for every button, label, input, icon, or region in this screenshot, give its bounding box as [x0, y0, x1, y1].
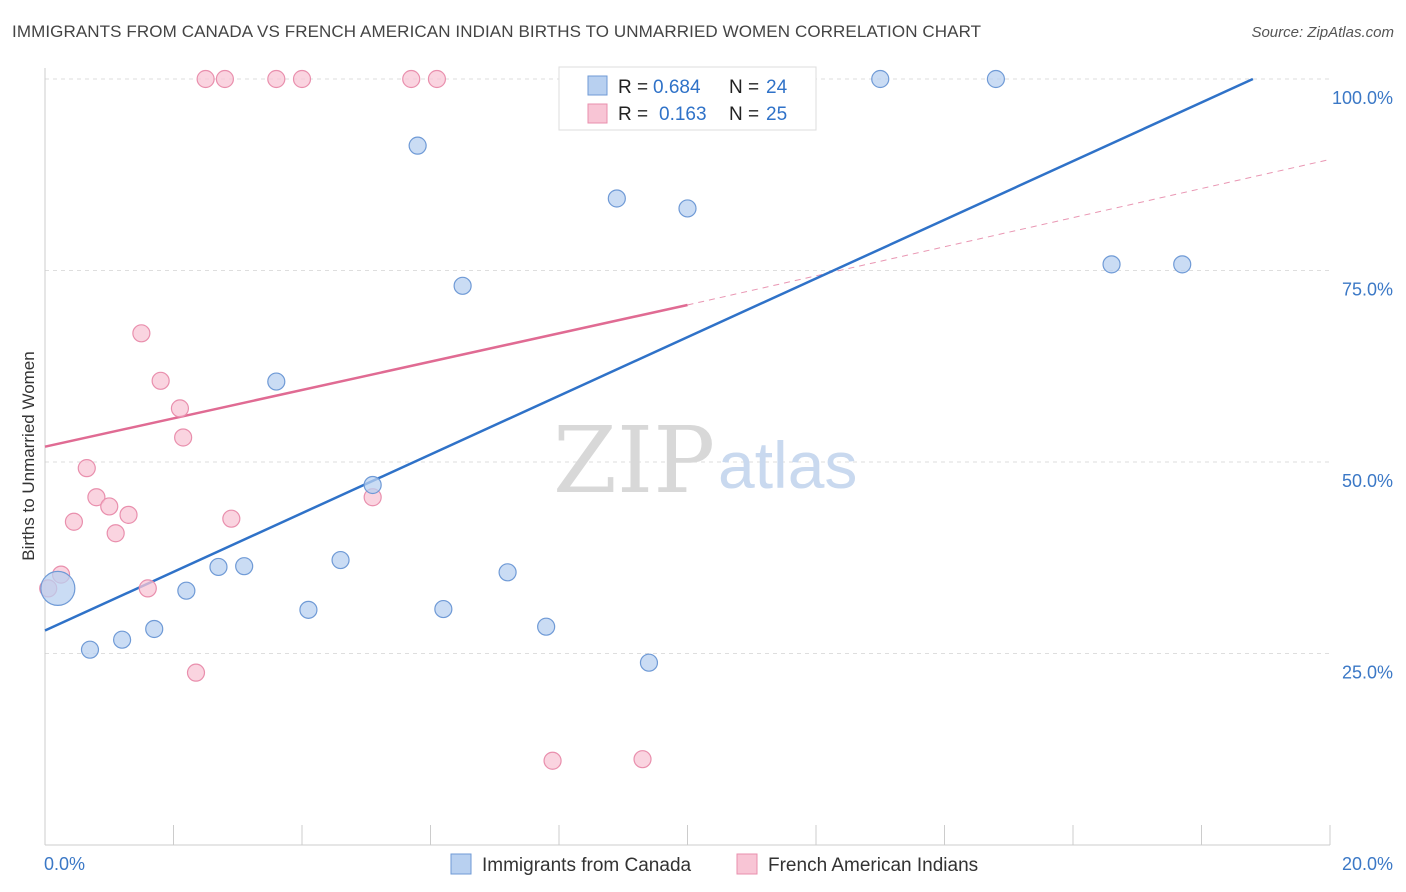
point-blue-2 — [112, 630, 132, 649]
point-blue-3 — [145, 619, 164, 639]
point-pink-22 — [543, 751, 562, 770]
bottom-legend-series-2: French American Indians — [768, 855, 978, 876]
legend-r-value-1: 0.684 — [653, 77, 701, 98]
trendline-pink-extension — [687, 158, 1331, 306]
y-tick-label-2: 75.0% — [1342, 280, 1393, 300]
watermark-atlas: atlas — [718, 428, 857, 502]
point-blue-1 — [80, 640, 100, 659]
point-blue-19 — [678, 199, 697, 218]
point-pink-21 — [427, 69, 447, 89]
point-blue-8 — [299, 600, 318, 619]
y-tick-label-0: 25.0% — [1342, 663, 1393, 683]
x-tick-label-0: 0.0% — [44, 854, 85, 874]
point-blue-6 — [235, 557, 254, 576]
point-blue-17 — [639, 653, 659, 672]
trendlines — [44, 77, 1331, 632]
point-blue-5 — [209, 557, 228, 577]
point-pink-20 — [402, 69, 421, 89]
point-pink-3 — [77, 459, 96, 478]
point-blue-20 — [871, 69, 890, 89]
bottom-legend-series-1: Immigrants from Canada — [482, 855, 692, 876]
point-blue-0 — [40, 570, 76, 606]
legend-n-label-2: N = — [729, 104, 759, 125]
point-pink-10 — [151, 371, 170, 390]
point-blue-16 — [607, 189, 626, 208]
point-pink-24 — [633, 750, 652, 769]
point-pink-9 — [138, 579, 157, 598]
correlation-legend: R = 0.684 N = 24 R = 0.163 N = 25 — [558, 66, 817, 131]
point-pink-11 — [170, 399, 190, 418]
bottom-legend: Immigrants from Canada French American I… — [450, 853, 978, 876]
legend-r-value-2: 0.163 — [659, 104, 707, 125]
trendline-pink — [44, 303, 688, 448]
point-blue-12 — [434, 599, 453, 619]
point-blue-11 — [408, 136, 427, 155]
point-pink-6 — [106, 524, 125, 543]
point-blue-22 — [1102, 255, 1121, 274]
point-blue-7 — [267, 372, 286, 391]
point-pink-4 — [87, 488, 106, 507]
legend-r-label-1: R = — [618, 77, 648, 98]
bottom-legend-pink-swatch — [736, 853, 758, 875]
chart-title: IMMIGRANTS FROM CANADA VS FRENCH AMERICA… — [12, 22, 982, 41]
point-pink-17 — [267, 69, 286, 89]
tick-labels: 25.0% 50.0% 75.0% 100.0% 0.0% 20.0% — [44, 88, 1393, 874]
y-tick-label-1: 50.0% — [1342, 471, 1393, 491]
point-blue-10 — [363, 475, 382, 495]
point-pink-2 — [64, 512, 84, 531]
bottom-legend-blue-swatch — [450, 853, 472, 875]
legend-r-label-2: R = — [618, 104, 648, 125]
legend-n-value-2: 25 — [766, 104, 787, 125]
point-pink-5 — [100, 497, 119, 516]
trendline-blue — [44, 77, 1254, 632]
point-blue-21 — [986, 69, 1006, 89]
y-tick-label-3: 100.0% — [1332, 88, 1393, 108]
point-pink-13 — [186, 663, 206, 682]
point-blue-13 — [453, 276, 472, 295]
point-blue-4 — [177, 581, 196, 600]
point-pink-15 — [215, 69, 234, 89]
point-pink-12 — [174, 428, 193, 447]
axes — [44, 68, 1331, 846]
point-pink-18 — [292, 69, 312, 89]
point-pink-7 — [119, 505, 138, 524]
point-blue-23 — [1173, 255, 1192, 274]
point-blue-14 — [498, 563, 517, 582]
watermark-zip: ZIP — [553, 407, 715, 514]
point-blue-15 — [537, 617, 556, 636]
legend-pink-swatch — [587, 103, 608, 124]
legend-blue-swatch — [587, 75, 608, 96]
point-pink-8 — [132, 324, 151, 343]
point-pink-16 — [222, 509, 241, 528]
y-axis-label: Births to Unmarried Women — [19, 351, 38, 560]
watermark: ZIP atlas — [553, 407, 857, 514]
point-blue-9 — [331, 550, 350, 570]
legend-n-label-1: N = — [729, 77, 759, 98]
legend-n-value-1: 24 — [766, 77, 788, 98]
x-tick-label-1: 20.0% — [1342, 854, 1393, 874]
chart-source: Source: ZipAtlas.com — [1251, 24, 1394, 41]
point-pink-14 — [196, 69, 215, 89]
